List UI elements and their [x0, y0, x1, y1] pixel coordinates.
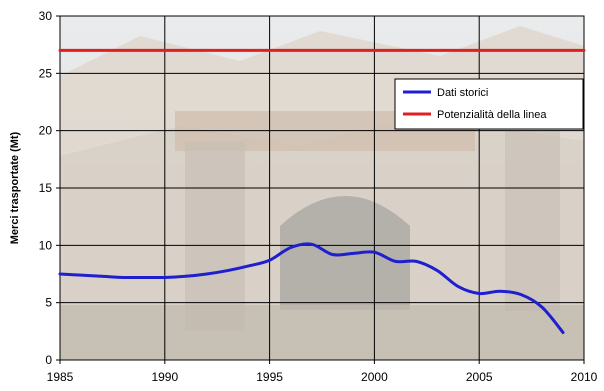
y-tick-label: 0 — [45, 353, 52, 367]
legend-label-2: Potenzialità della linea — [437, 109, 547, 121]
x-tick-label: 1990 — [151, 370, 178, 384]
legend: Dati storici Potenzialità della linea — [394, 78, 584, 130]
photo-track-bed — [60, 305, 584, 360]
y-tick-label: 15 — [39, 181, 53, 195]
y-tick-label: 5 — [45, 296, 52, 310]
x-tick-label: 1995 — [256, 370, 283, 384]
legend-box — [394, 78, 584, 130]
x-tick-label: 2000 — [361, 370, 388, 384]
grid-lines — [56, 15, 585, 364]
series-lines — [58, 48, 586, 334]
x-tick-labels: 1985 1990 1995 2000 2005 2010 — [47, 370, 598, 384]
y-tick-label: 30 — [39, 9, 53, 23]
y-axis-label: Merci trasportate (Mt) — [9, 131, 21, 244]
y-tick-label: 20 — [39, 124, 53, 138]
legend-label-1: Dati storici — [437, 87, 488, 99]
y-tick-label: 10 — [39, 238, 53, 252]
y-tick-label: 25 — [39, 66, 53, 80]
x-tick-label: 1985 — [47, 370, 74, 384]
y-tick-labels: 0 5 10 15 20 25 30 — [39, 9, 53, 367]
x-tick-label: 2005 — [466, 370, 493, 384]
photo-right-tower — [505, 131, 560, 311]
x-tick-label: 2010 — [571, 370, 598, 384]
series-line-1 — [58, 242, 565, 334]
photo-left-tower — [185, 141, 245, 331]
